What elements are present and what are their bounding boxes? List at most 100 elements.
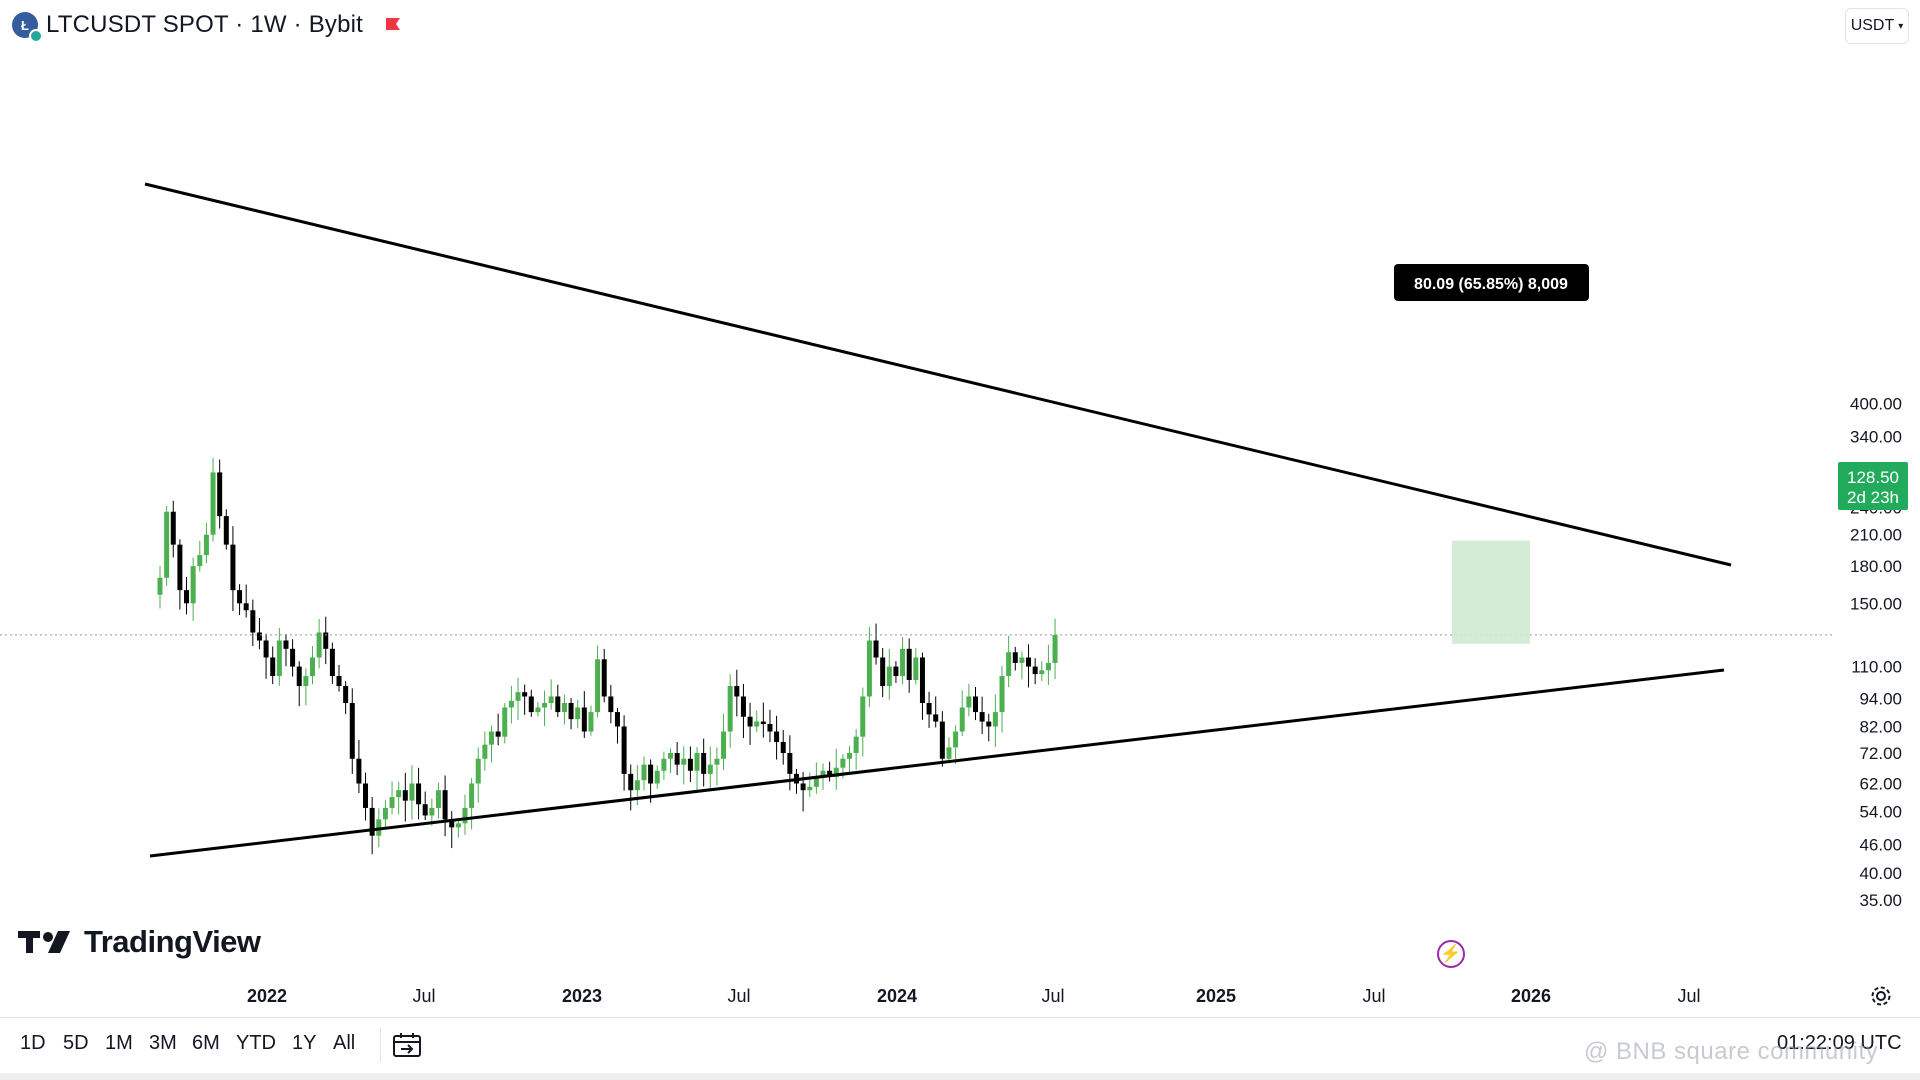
candle xyxy=(866,627,872,708)
time-tick-label: Jul xyxy=(1362,986,1385,1006)
candle xyxy=(495,713,501,746)
candle xyxy=(654,765,660,789)
candle xyxy=(780,730,786,765)
exchange-badge-icon xyxy=(29,29,43,43)
candle xyxy=(827,761,833,782)
candle xyxy=(363,772,369,821)
currency-label: USDT xyxy=(1850,17,1895,34)
candle xyxy=(714,747,720,786)
range-1y-button[interactable]: 1Y xyxy=(292,1032,317,1054)
candle xyxy=(409,765,415,820)
price-range-measure[interactable] xyxy=(1452,540,1530,644)
candle xyxy=(687,746,693,783)
candle xyxy=(329,642,335,684)
time-tick-label: Jul xyxy=(1041,986,1064,1006)
candle xyxy=(1012,646,1018,671)
lightning-icon[interactable]: ⚡ xyxy=(1437,940,1465,968)
candle xyxy=(203,522,209,564)
gear-icon[interactable] xyxy=(1868,983,1894,1009)
range-1m-button[interactable]: 1M xyxy=(105,1032,133,1054)
price-tick-label: 72.00 xyxy=(1859,744,1902,763)
tradingview-logo: TradingView xyxy=(18,924,261,960)
candle xyxy=(886,648,892,700)
candle xyxy=(316,619,322,669)
candle xyxy=(707,746,713,790)
price-tick-label: 46.00 xyxy=(1859,835,1902,854)
candle xyxy=(853,728,859,770)
candle xyxy=(893,661,899,683)
candle xyxy=(309,646,315,685)
candle xyxy=(157,566,163,609)
candle xyxy=(661,751,667,780)
candle xyxy=(296,661,302,707)
candle xyxy=(217,459,223,529)
range-all-button[interactable]: All xyxy=(333,1032,356,1054)
watermark-text: @ BNB square community xyxy=(1584,1038,1879,1065)
candle xyxy=(349,688,355,774)
candle xyxy=(283,634,289,667)
lower-trendline[interactable] xyxy=(149,668,1725,858)
price-tick-label: 180.00 xyxy=(1850,557,1902,576)
price-tick-label: 35.00 xyxy=(1859,891,1902,910)
candle xyxy=(489,725,494,763)
price-tick-label: 54.00 xyxy=(1859,803,1902,822)
currency-selector[interactable]: USDT ▾ xyxy=(1845,8,1909,44)
upper-trendline[interactable] xyxy=(144,182,1732,567)
range-3m-button[interactable]: 3M xyxy=(149,1032,177,1054)
time-tick-label: Jul xyxy=(727,986,750,1006)
utc-clock[interactable]: 01:22:09 UTC xyxy=(1777,1032,1902,1054)
range-5d-button[interactable]: 5D xyxy=(63,1032,89,1054)
range-6m-button[interactable]: 6M xyxy=(192,1032,220,1054)
candle xyxy=(442,775,448,837)
price-tick-label: 150.00 xyxy=(1850,594,1902,613)
candle xyxy=(336,664,342,692)
candlestick-series xyxy=(157,457,1058,855)
range-ytd-button[interactable]: YTD xyxy=(236,1032,276,1054)
candle xyxy=(1006,635,1012,688)
candle xyxy=(535,702,541,717)
candle xyxy=(455,819,461,838)
time-axis[interactable]: 2022 Jul 2023 Jul 2024 Jul 2025 Jul 2026 Jul xyxy=(247,986,1701,1006)
candle xyxy=(614,707,620,744)
measure-label: 80.09 (65.85%) 8,009 xyxy=(1394,264,1589,301)
candle xyxy=(475,747,481,803)
candle xyxy=(860,687,866,757)
toolbar-divider xyxy=(380,1028,381,1062)
candle xyxy=(767,709,773,743)
candle xyxy=(190,557,196,621)
candle xyxy=(303,668,309,706)
candle xyxy=(515,677,521,720)
candle xyxy=(701,738,707,787)
candle xyxy=(575,699,581,729)
candle xyxy=(734,669,740,717)
price-chart[interactable]: 80.09 (65.85%) 8,009 400.00340.00280.002… xyxy=(0,0,1920,1017)
candle xyxy=(979,696,985,735)
candle xyxy=(237,584,243,615)
candle xyxy=(913,648,919,685)
candle xyxy=(435,782,441,819)
time-tick-label: 2026 xyxy=(1511,986,1551,1006)
range-1d-button[interactable]: 1D xyxy=(20,1032,46,1054)
candle xyxy=(999,665,1005,733)
candle xyxy=(953,725,959,765)
candle xyxy=(747,702,753,745)
symbol-header[interactable]: Ł LTCUSDT SPOT · 1W · Bybit xyxy=(12,10,401,43)
candle xyxy=(628,764,634,811)
candle xyxy=(1019,651,1025,680)
candle xyxy=(449,811,455,849)
candle xyxy=(900,637,906,685)
candle xyxy=(721,713,727,770)
flag-icon[interactable] xyxy=(385,17,401,33)
candle xyxy=(787,735,793,791)
candle xyxy=(601,648,607,703)
svg-text:128.50: 128.50 xyxy=(1847,468,1899,487)
candle xyxy=(873,623,879,665)
time-tick-label: 2022 xyxy=(247,986,287,1006)
candle xyxy=(568,697,574,730)
goto-date-calendar-icon[interactable] xyxy=(392,1032,422,1058)
candle xyxy=(774,715,780,760)
candle xyxy=(482,731,488,771)
candle xyxy=(396,781,402,815)
candle xyxy=(243,584,249,618)
symbol-title[interactable]: LTCUSDT SPOT · 1W · Bybit xyxy=(46,11,364,38)
